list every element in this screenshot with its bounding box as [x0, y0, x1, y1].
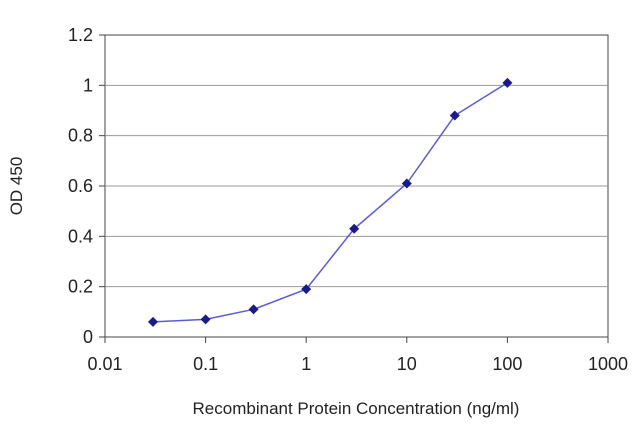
gridlines — [105, 84, 608, 288]
y-tick-label: 0.2 — [68, 277, 93, 297]
data-point — [502, 77, 513, 88]
y-tick-label: 1.2 — [68, 25, 93, 45]
data-series — [147, 77, 513, 327]
y-axis-ticks: 0 0.2 0.4 0.6 0.8 1 1.2 — [68, 25, 105, 347]
x-tick-label: 1000 — [588, 354, 628, 374]
x-axis-title: Recombinant Protein Concentration (ng/ml… — [193, 399, 520, 418]
x-tick-label: 0.01 — [87, 354, 122, 374]
x-tick-label: 10 — [397, 354, 417, 374]
x-axis-ticks: 0.01 0.1 1 10 100 1000 — [87, 337, 628, 374]
series-line — [152, 82, 508, 323]
data-point — [248, 304, 259, 315]
y-tick-label: 0.4 — [68, 226, 93, 246]
data-point — [301, 284, 312, 295]
x-tick-label: 0.1 — [193, 354, 218, 374]
data-point — [349, 223, 360, 234]
data-point — [200, 314, 211, 325]
x-tick-label: 100 — [492, 354, 522, 374]
data-point — [401, 178, 412, 189]
y-tick-label: 0.8 — [68, 126, 93, 146]
y-tick-label: 0.6 — [68, 176, 93, 196]
y-tick-label: 1 — [83, 75, 93, 95]
x-tick-label: 1 — [301, 354, 311, 374]
data-point — [449, 110, 460, 121]
y-tick-label: 0 — [83, 327, 93, 347]
y-axis-title: OD 450 — [7, 157, 26, 216]
data-point — [147, 316, 158, 327]
